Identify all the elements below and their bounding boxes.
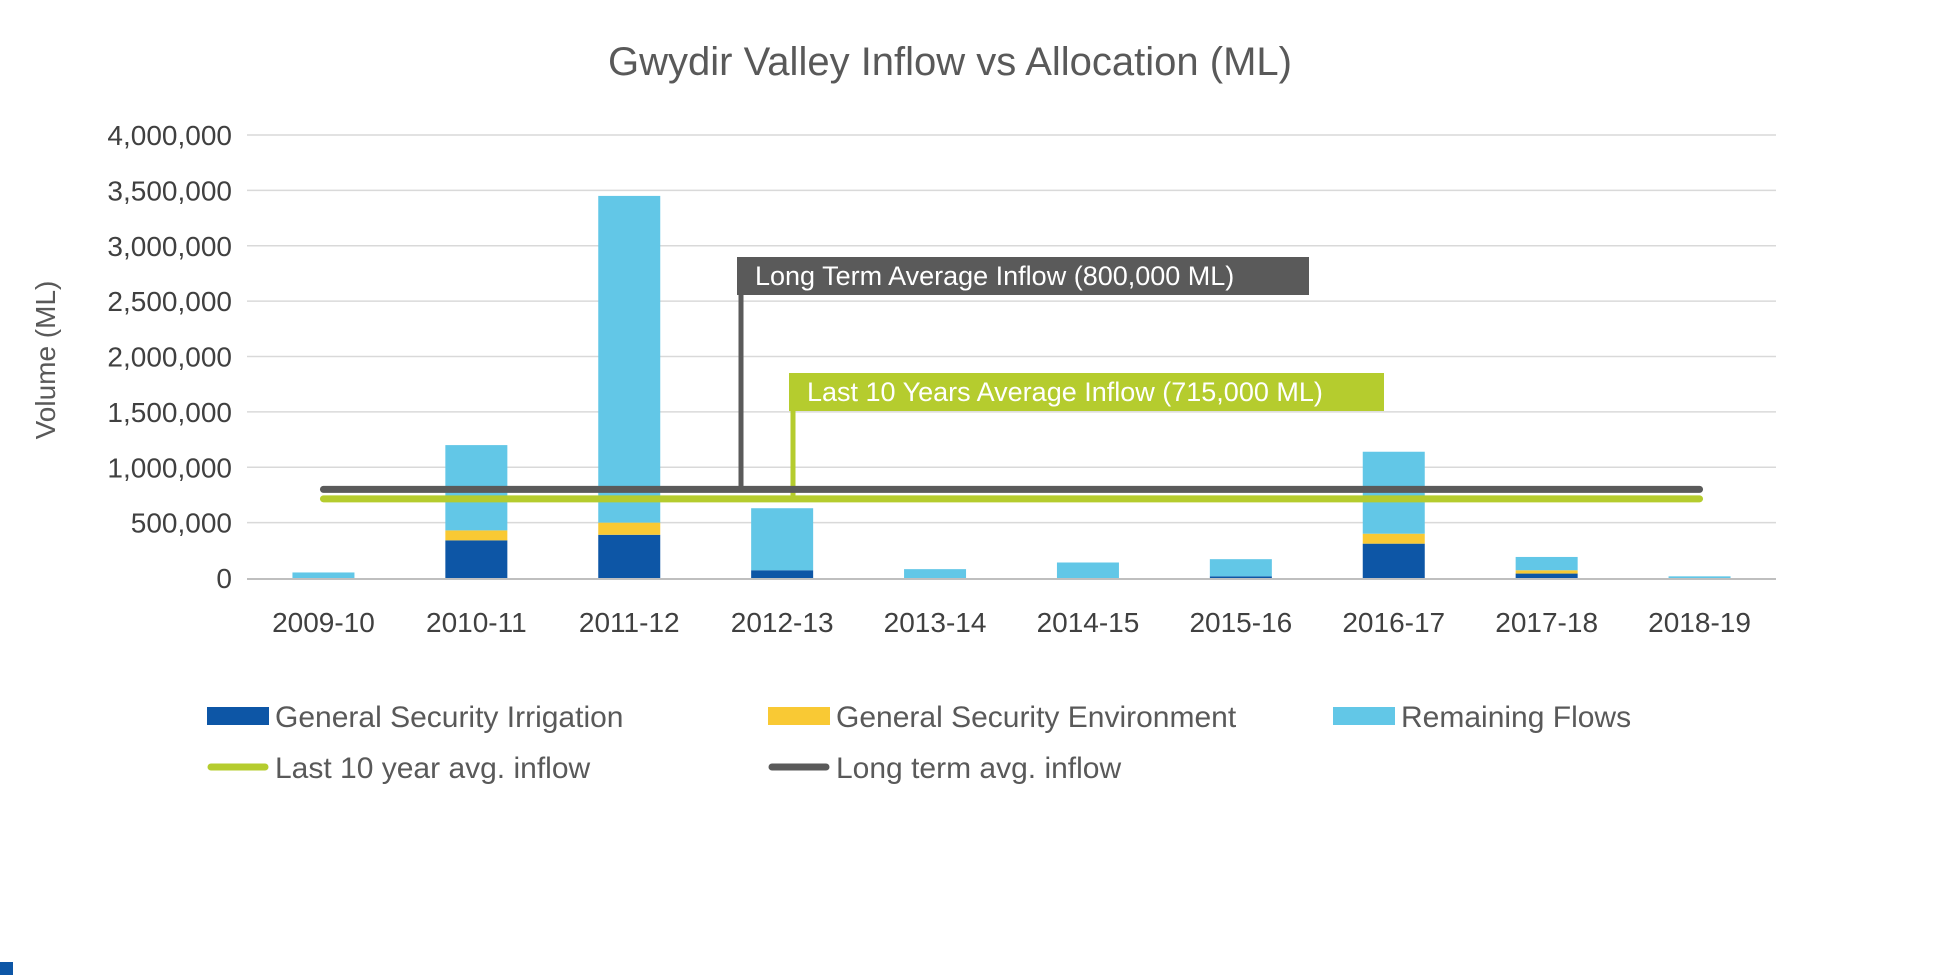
legend-label: Last 10 year avg. inflow	[275, 752, 591, 785]
bar-segment	[1515, 556, 1578, 571]
bar-segment	[445, 540, 508, 578]
x-tick-label: 2010-11	[426, 607, 527, 638]
corner-square	[0, 962, 13, 975]
y-tick-label: 1,000,000	[107, 452, 232, 483]
bar-segment	[1515, 570, 1578, 574]
legend-swatch	[1333, 707, 1395, 725]
annotation-text: Last 10 Years Average Inflow (715,000 ML…	[807, 377, 1323, 407]
x-tick-label: 2018-19	[1648, 607, 1751, 638]
bar-segment	[1668, 576, 1731, 578]
average-lines	[319, 485, 1704, 503]
legend-label: Remaining Flows	[1401, 701, 1631, 734]
x-tick-label: 2011-12	[579, 607, 680, 638]
x-tick-label: 2014-15	[1037, 607, 1140, 638]
legend-label: General Security Irrigation	[275, 701, 624, 734]
bar-segment	[1362, 533, 1425, 544]
legend-label: Long term avg. inflow	[836, 752, 1121, 785]
bar-segment	[292, 572, 355, 578]
bar-segment	[598, 534, 661, 578]
annotation-text: Long Term Average Inflow (800,000 ML)	[755, 261, 1234, 291]
bar-segment	[751, 570, 814, 578]
x-axis-ticks: 2009-10 2010-11 2011-12 2012-13 2013-14 2014-…	[272, 607, 1751, 638]
y-axis-ticks: 0 500,000 1,000,000 1,500,000 2,000,000 2,500…	[107, 120, 232, 594]
legend: General Security Irrigation General Secur…	[207, 701, 1631, 785]
y-tick-label: 0	[216, 563, 232, 594]
chart-title: Gwydir Valley Inflow vs Allocation (ML)	[608, 40, 1292, 84]
x-tick-label: 2017-18	[1495, 607, 1598, 638]
bar-segment	[445, 530, 508, 541]
bar-segment	[1362, 543, 1425, 578]
bar-segment	[598, 195, 661, 523]
x-tick-label: 2016-17	[1342, 607, 1445, 638]
y-tick-label: 2,000,000	[107, 342, 232, 373]
annotations: Long Term Average Inflow (800,000 ML) Las…	[737, 257, 1384, 499]
legend-swatch	[207, 707, 269, 725]
y-tick-label: 4,000,000	[107, 120, 232, 151]
legend-label: General Security Environment	[836, 701, 1237, 734]
bar-segment	[1515, 573, 1578, 578]
y-tick-label: 1,500,000	[107, 397, 232, 428]
y-tick-label: 3,500,000	[107, 175, 232, 206]
bar-segment	[751, 508, 814, 571]
bar-segment	[904, 569, 967, 578]
bar-segment	[1209, 576, 1272, 578]
annotation-box	[789, 373, 1384, 411]
y-tick-label: 500,000	[131, 508, 232, 539]
x-tick-label: 2015-16	[1189, 607, 1292, 638]
y-tick-label: 3,000,000	[107, 231, 232, 262]
bar-segment	[1056, 562, 1119, 578]
y-axis-label: Volume (ML)	[30, 281, 61, 440]
bar-segment	[598, 522, 661, 535]
y-tick-label: 2,500,000	[107, 286, 232, 317]
legend-swatch	[768, 707, 830, 725]
annotation-box	[737, 257, 1309, 295]
bars	[292, 195, 1731, 578]
x-tick-label: 2009-10	[272, 607, 375, 638]
x-tick-label: 2012-13	[731, 607, 834, 638]
bar-segment	[1209, 559, 1272, 577]
x-tick-label: 2013-14	[884, 607, 987, 638]
